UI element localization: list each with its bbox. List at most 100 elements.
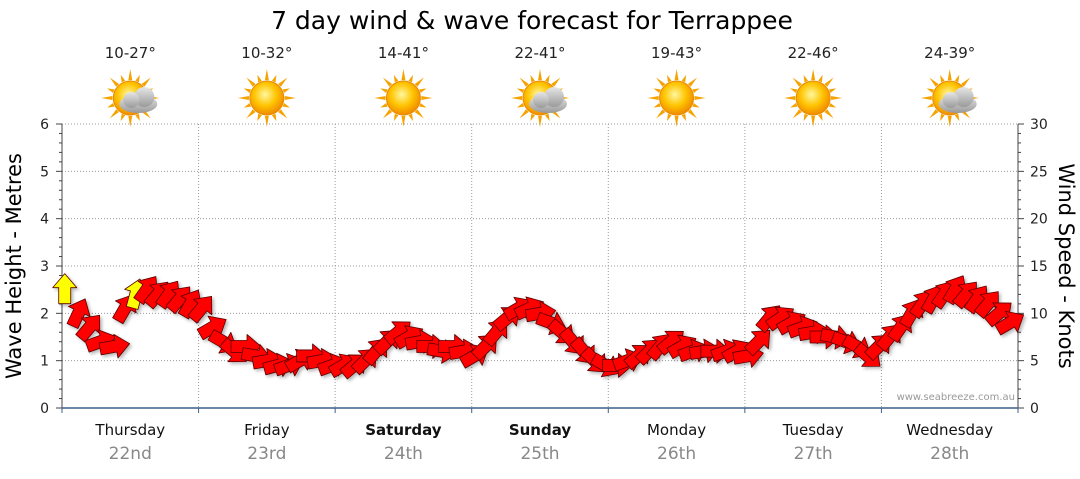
sun-shape bbox=[784, 69, 843, 127]
sun-ray bbox=[530, 74, 535, 83]
sun-ray bbox=[519, 109, 529, 119]
y-left-tick-label: 2 bbox=[40, 306, 49, 322]
sun-ray bbox=[790, 103, 798, 108]
sun-ray bbox=[516, 88, 525, 93]
sun-ray bbox=[929, 109, 939, 119]
sun-ray bbox=[393, 74, 399, 83]
y-left-tick-label: 6 bbox=[40, 117, 49, 133]
sun-ray bbox=[264, 69, 269, 81]
sun-ray bbox=[929, 77, 939, 87]
chart-title: 7 day wind & wave forecast for Terrappee bbox=[271, 6, 793, 35]
y-left-tick-label: 3 bbox=[40, 259, 49, 275]
sun-ray bbox=[374, 96, 386, 100]
sun-ray bbox=[284, 96, 296, 100]
sun-ray bbox=[128, 69, 133, 81]
wind-arrow bbox=[187, 295, 213, 324]
sun-ray bbox=[530, 113, 535, 122]
sun-ray bbox=[278, 109, 288, 119]
day-date-label: 26th bbox=[657, 444, 696, 464]
sun-ray bbox=[792, 109, 802, 119]
sun-ray bbox=[401, 69, 406, 81]
sun-cloud-icon bbox=[920, 69, 979, 127]
cloud-puff bbox=[123, 92, 140, 108]
sun-disc bbox=[385, 80, 421, 116]
sun-ray bbox=[516, 103, 525, 108]
temperature-range: 22-46° bbox=[788, 44, 839, 62]
sun-ray bbox=[393, 113, 399, 122]
sun-ray bbox=[954, 74, 960, 83]
sun-ray bbox=[408, 113, 413, 122]
sun-ray bbox=[692, 88, 700, 93]
day-name-label: Sunday bbox=[509, 421, 572, 439]
sun-ray bbox=[790, 88, 798, 93]
sun-ray bbox=[120, 113, 126, 122]
temperature-range: 24-39° bbox=[924, 44, 975, 62]
sun-ray bbox=[246, 109, 256, 119]
day-name-label: Friday bbox=[244, 421, 290, 439]
sun-ray bbox=[380, 103, 388, 108]
sun-ray bbox=[674, 69, 679, 81]
sun-ray bbox=[419, 88, 427, 93]
day-date-label: 28th bbox=[930, 444, 969, 464]
sun-ray bbox=[519, 77, 529, 87]
sun-ray bbox=[692, 103, 700, 108]
sun-ray bbox=[101, 96, 113, 100]
sun-ray bbox=[380, 88, 388, 93]
y-right-tick-label: 20 bbox=[1030, 212, 1048, 228]
sun-ray bbox=[246, 77, 256, 87]
day-name-label: Thursday bbox=[94, 421, 165, 439]
sun-ray bbox=[282, 88, 290, 93]
wind-arrow bbox=[66, 298, 91, 329]
sun-ray bbox=[667, 113, 672, 122]
sun-shape bbox=[647, 69, 706, 127]
sun-disc bbox=[795, 80, 831, 116]
sun-icon bbox=[374, 69, 433, 127]
sun-ray bbox=[653, 88, 661, 93]
sun-cloud-icon bbox=[511, 69, 569, 127]
sun-icon bbox=[237, 69, 296, 127]
sun-ray bbox=[824, 109, 834, 119]
day-date-label: 24th bbox=[384, 444, 423, 464]
sun-ray bbox=[674, 115, 679, 127]
sun-ray bbox=[401, 115, 406, 127]
sun-ray bbox=[681, 74, 687, 83]
sun-ray bbox=[237, 96, 249, 100]
sun-ray bbox=[382, 109, 393, 119]
sun-ray bbox=[109, 109, 120, 119]
day-name-label: Wednesday bbox=[906, 421, 993, 439]
cloud-shape bbox=[529, 87, 567, 113]
wind-arrow bbox=[994, 311, 1025, 336]
y-right-tick-label: 25 bbox=[1030, 164, 1048, 180]
sun-ray bbox=[784, 96, 796, 100]
sun-ray bbox=[538, 69, 542, 81]
sun-ray bbox=[141, 77, 151, 87]
y-axis-right-title: Wind Speed - Knots bbox=[1054, 163, 1078, 368]
sun-ray bbox=[824, 77, 834, 87]
sun-ray bbox=[828, 88, 837, 93]
temperature-range: 19-43° bbox=[651, 44, 702, 62]
sun-ray bbox=[811, 69, 816, 81]
day-name-label: Tuesday bbox=[782, 421, 844, 439]
sun-ray bbox=[687, 77, 698, 87]
sun-ray bbox=[264, 115, 269, 127]
sun-ray bbox=[257, 74, 262, 83]
sun-ray bbox=[818, 113, 823, 122]
y-left-tick-label: 1 bbox=[40, 354, 49, 370]
sun-ray bbox=[656, 109, 666, 119]
cloud-puff bbox=[942, 92, 959, 108]
sun-shape bbox=[374, 69, 433, 127]
day-name-label: Saturday bbox=[365, 421, 442, 439]
sun-ray bbox=[107, 88, 115, 93]
day-name-label: Monday bbox=[647, 421, 706, 439]
sun-ray bbox=[551, 77, 561, 87]
sun-ray bbox=[408, 74, 413, 83]
sun-ray bbox=[243, 103, 252, 108]
y-left-tick-label: 5 bbox=[40, 164, 49, 180]
temperature-range: 14-41° bbox=[378, 44, 429, 62]
sun-shape bbox=[237, 69, 296, 127]
sun-ray bbox=[811, 115, 816, 127]
day-date-label: 23rd bbox=[247, 444, 286, 464]
sun-ray bbox=[831, 96, 843, 100]
cloud-puff bbox=[134, 87, 155, 107]
cloud-puff bbox=[953, 87, 974, 107]
